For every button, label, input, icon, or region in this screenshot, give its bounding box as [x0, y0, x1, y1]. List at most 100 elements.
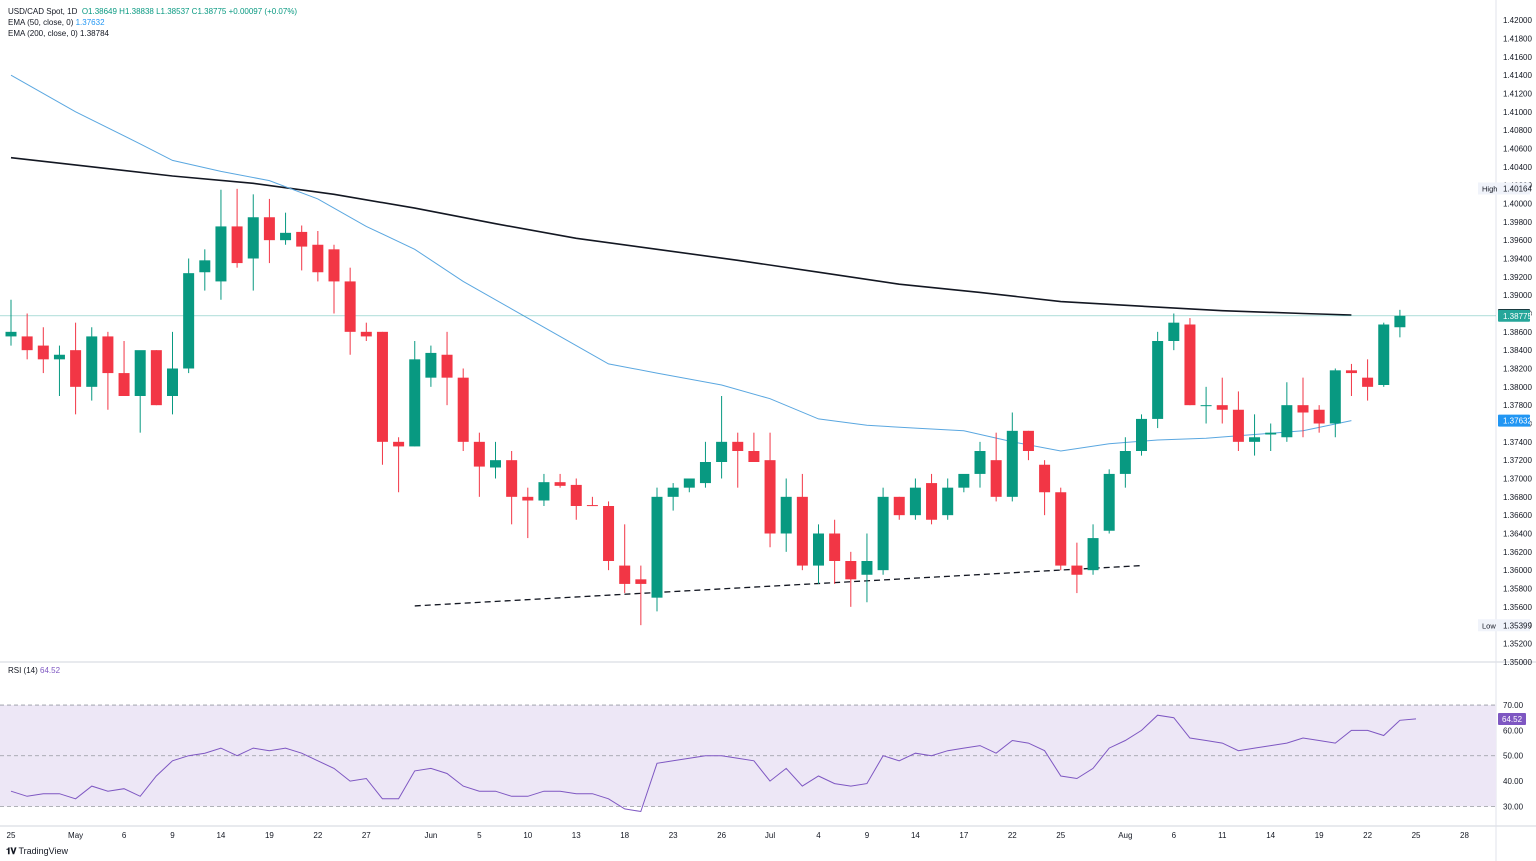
candle [1313, 405, 1325, 433]
time-tick-label: 18 [620, 831, 629, 840]
candle [199, 249, 211, 291]
tradingview-logo[interactable]: 𝟏𝐕 TradingView [6, 846, 68, 857]
candle-body [893, 496, 905, 516]
price-tick-label: 1.40600 [1503, 145, 1532, 154]
ema200-label[interactable]: EMA (200, close, 0) [8, 29, 78, 38]
candle-body [942, 487, 954, 516]
candle [732, 432, 744, 488]
candle-body [215, 226, 227, 282]
candle [1329, 368, 1341, 438]
candle [603, 501, 615, 571]
candle-body [86, 336, 98, 387]
candle-body [280, 232, 292, 241]
candle [635, 565, 647, 626]
candle [1022, 430, 1034, 461]
time-tick-label: 17 [959, 831, 968, 840]
candle [974, 441, 986, 488]
time-tick-label: 23 [669, 831, 678, 840]
candle-body [1119, 451, 1131, 474]
candle [586, 496, 598, 507]
price-tick-label: 1.38000 [1503, 383, 1532, 392]
candle [764, 432, 776, 548]
time-tick-label: 5 [477, 831, 482, 840]
price-tick-label: 1.37000 [1503, 475, 1532, 484]
candle-body [1087, 538, 1099, 571]
price-tag-bg [1498, 309, 1530, 322]
ema50-value: 1.37632 [75, 18, 105, 27]
price-tick-label: 1.37800 [1503, 401, 1532, 410]
candle [263, 198, 275, 264]
candle [1119, 437, 1131, 488]
rsi-value-tag: 64.52 [1502, 715, 1523, 724]
price-tick-label: 1.42000 [1503, 16, 1532, 25]
time-tick-label: 25 [7, 831, 16, 840]
candle [893, 496, 905, 520]
candle-body [651, 496, 663, 598]
candle [393, 437, 405, 493]
candle-body [1281, 405, 1293, 438]
candle [425, 345, 437, 387]
candle [813, 524, 824, 584]
price-tag-value: 1.38775 [1503, 312, 1532, 321]
rsi-line [10, 714, 1417, 813]
candle-body [167, 368, 178, 396]
candle-body [1200, 405, 1212, 407]
candle [1087, 524, 1099, 575]
candle-body [134, 350, 146, 396]
price-tag-bg [1498, 414, 1530, 427]
candle [667, 483, 679, 511]
rsi-label[interactable]: RSI (14) [8, 666, 38, 675]
candle-body [409, 359, 421, 447]
time-tick-label: 19 [265, 831, 274, 840]
candle-body [393, 441, 405, 447]
candle [877, 487, 889, 575]
candle [942, 478, 954, 520]
candle [280, 212, 292, 245]
candle [1168, 313, 1180, 351]
branding-text: TradingView [18, 846, 69, 856]
time-tick-label: 9 [170, 831, 175, 840]
price-tick-label: 1.38600 [1503, 328, 1532, 337]
ema50-label[interactable]: EMA (50, close, 0) [8, 18, 74, 27]
price-tick-label: 1.35800 [1503, 585, 1532, 594]
candle [376, 331, 388, 465]
candle-body [263, 217, 275, 241]
candle-body [296, 231, 308, 247]
candle-body [732, 441, 744, 451]
rsi-tick-label: 60.00 [1503, 726, 1524, 735]
price-tag-bg [1478, 619, 1530, 632]
candle [1281, 382, 1293, 442]
candle [780, 478, 792, 552]
price-tick-label: 1.38400 [1503, 346, 1532, 355]
symbol-title[interactable]: USD/CAD Spot, 1D [8, 7, 78, 16]
price-tick-label: 1.40800 [1503, 126, 1532, 135]
candle [1071, 542, 1083, 594]
ema200-value: 1.38784 [80, 29, 109, 38]
time-tick-label: May [68, 831, 83, 840]
candle-body [441, 354, 453, 378]
time-tick-label: 6 [122, 831, 127, 840]
price-tick-label: 1.41600 [1503, 53, 1532, 62]
candle-body [360, 331, 372, 337]
candle [554, 473, 566, 488]
candle [1232, 391, 1244, 451]
candle [829, 519, 841, 584]
candle-body [1039, 464, 1051, 493]
candle [1249, 414, 1261, 456]
candle [538, 473, 550, 506]
tv-icon: 𝟏𝐕 [6, 846, 16, 856]
candle [328, 244, 340, 314]
candle [845, 551, 857, 607]
candle-body [699, 462, 711, 484]
candle-body [635, 579, 647, 584]
candle-body [1362, 377, 1374, 387]
candle [409, 341, 421, 447]
candle-body [1345, 370, 1357, 374]
candle-body [1232, 409, 1244, 442]
rsi-tick-label: 30.00 [1503, 802, 1524, 811]
candle [748, 432, 760, 462]
candle-body [538, 482, 550, 501]
candle-body [764, 460, 776, 534]
candle-body [70, 350, 82, 387]
